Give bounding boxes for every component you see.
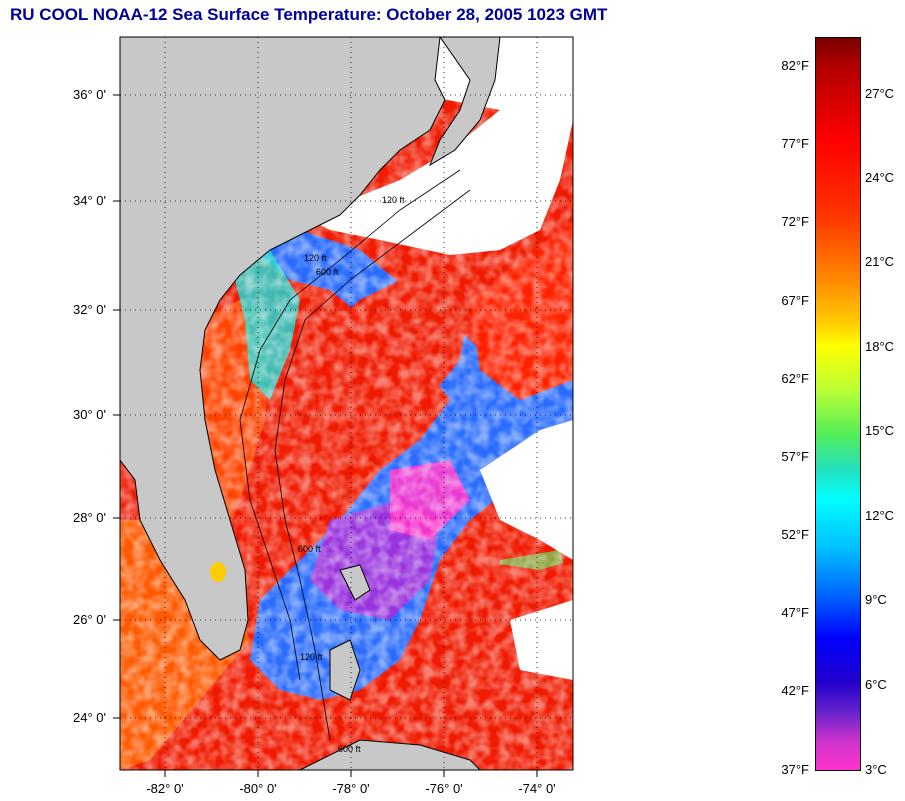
lake-okeechobee: [210, 562, 226, 582]
colorbar-f-label: 52°F: [781, 527, 809, 542]
latitude-label: 28° 0': [73, 510, 106, 525]
colorbar-f-label: 67°F: [781, 293, 809, 308]
longitude-label: -74° 0': [518, 781, 556, 796]
colorbar-c-label: 24°C: [865, 170, 895, 185]
latitude-label: 36° 0': [73, 87, 106, 102]
temperature-colorbar: [815, 37, 861, 771]
colorbar-f-label: 82°F: [781, 58, 809, 73]
colorbar-f-label: 37°F: [781, 762, 809, 777]
map-title: RU COOL NOAA-12 Sea Surface Temperature:…: [10, 5, 608, 24]
map-ticks: [113, 94, 538, 777]
contour-label: 120 ft: [300, 652, 323, 662]
map-frame: [119, 36, 574, 771]
colorbar-f-label: 57°F: [781, 449, 809, 464]
latitude-label: 26° 0': [73, 612, 106, 627]
colorbar-f-label: 47°F: [781, 605, 809, 620]
colorbar-c-label: 18°C: [865, 339, 895, 354]
land-bahamas-andros: [329, 639, 361, 701]
contour-label: 600 ft: [316, 267, 339, 277]
latitude-label: 24° 0': [73, 710, 106, 725]
colorbar-f-label: 62°F: [781, 371, 809, 386]
latitude-label: 32° 0': [73, 302, 106, 317]
latitude-label: 34° 0': [73, 193, 106, 208]
longitude-label: -76° 0': [425, 781, 463, 796]
contour-label: 120 ft: [304, 253, 327, 263]
colorbar-f-label: 77°F: [781, 136, 809, 151]
longitude-label: -80° 0': [239, 781, 277, 796]
colorbar-c-label: 21°C: [865, 254, 895, 269]
lat-lon-grid: [120, 37, 573, 770]
contour-label: 600 ft: [338, 744, 361, 754]
colorbar-c-label: 9°C: [865, 592, 887, 607]
longitude-label: -78° 0': [332, 781, 370, 796]
land-southeast-us: [120, 37, 446, 661]
colorbar-f-label: 72°F: [781, 214, 809, 229]
land-cuba: [299, 739, 481, 770]
colorbar-c-label: 3°C: [865, 762, 887, 777]
colorbar-c-label: 15°C: [865, 423, 895, 438]
colorbar-f-label: 42°F: [781, 683, 809, 698]
contour-120ft: [239, 169, 461, 681]
contour-label: 120 ft: [382, 195, 405, 205]
latitude-label: 30° 0': [73, 407, 106, 422]
longitude-label: -82° 0': [146, 781, 184, 796]
land-bahamas-abaco: [339, 564, 371, 601]
colorbar-c-label: 6°C: [865, 677, 887, 692]
colorbar-c-label: 12°C: [865, 508, 895, 523]
contour-label: 600 ft: [298, 544, 321, 554]
colorbar-c-label: 27°C: [865, 86, 895, 101]
